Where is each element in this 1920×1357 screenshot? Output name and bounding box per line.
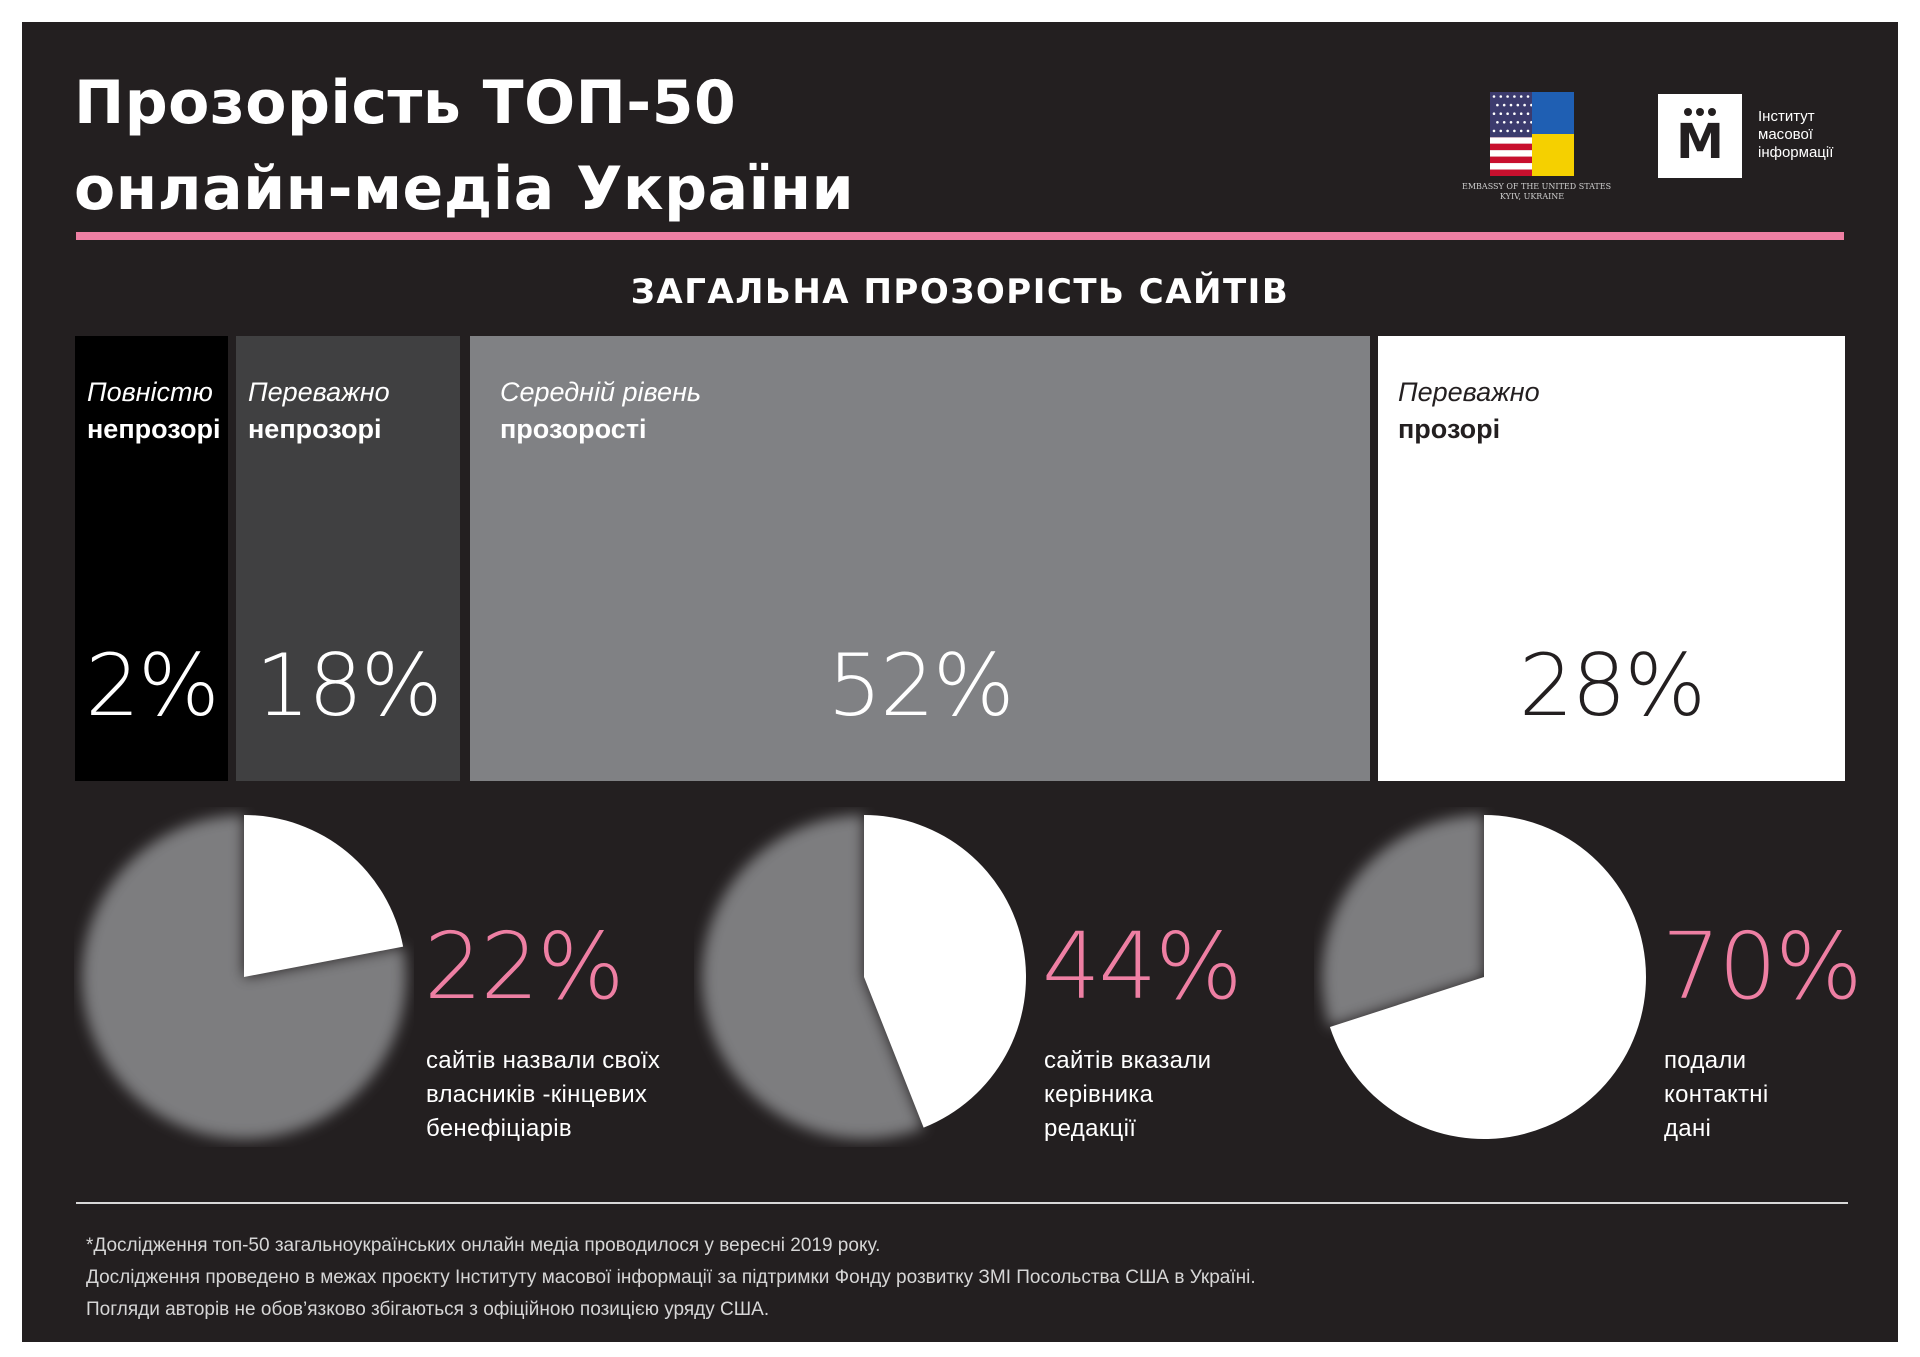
pie-caption-line: редакції xyxy=(1044,1115,1137,1142)
bar-label-line-2: прозорості xyxy=(500,414,647,444)
imi-dots-icon xyxy=(1684,108,1716,116)
bar-value: 18% xyxy=(255,636,442,736)
footnote-2: Дослідження проведено в межах проєкту Ін… xyxy=(86,1267,1256,1288)
pie-caption-line: бенефіціарів xyxy=(426,1115,572,1142)
pie-chart-owners xyxy=(81,815,407,1139)
bar-value: 2% xyxy=(85,636,219,736)
pie-caption-line: власників -кінцевих xyxy=(426,1081,648,1108)
poster: Прозорість ТОП-50 онлайн-медіа України E… xyxy=(22,22,1898,1342)
pie-slice-value xyxy=(1329,815,1646,1139)
bar-label: Переважно непрозорі xyxy=(248,374,390,448)
bar-fully-opaque: Повністю непрозорі 2% xyxy=(75,336,228,781)
footnotes: *Дослідження топ-50 загальноукраїнських … xyxy=(86,1230,1256,1326)
bar-mostly-opaque: Переважно непрозорі 18% xyxy=(236,336,460,781)
bar-label-line-1: Середній рівень xyxy=(500,377,702,407)
pie-caption-contacts: подали контактні дані xyxy=(1664,1044,1769,1146)
imi-name-line-2: масової xyxy=(1758,126,1813,143)
footnote-3: Погляди авторів не обов’язково збігаютьс… xyxy=(86,1299,770,1320)
embassy-logo: EMBASSY OF THE UNITED STATES KYIV, UKRAI… xyxy=(1462,92,1612,202)
bar-value: 52% xyxy=(827,636,1014,736)
pie-chart-editors xyxy=(702,815,1026,1139)
pie-caption-line: сайтів вказали xyxy=(1044,1047,1212,1074)
bar-label-line-1: Переважно xyxy=(1398,377,1540,407)
bar-label-line-2: непрозорі xyxy=(87,414,221,444)
imi-logo-box: М xyxy=(1658,94,1742,178)
pie-value-contacts: 70% xyxy=(1662,913,1862,1020)
pie-caption-line: керівника xyxy=(1044,1081,1154,1108)
pie-caption-line: дані xyxy=(1664,1115,1712,1142)
bar-mostly-transparent: Переважно прозорі 28% xyxy=(1378,336,1845,781)
pie-value-owners: 22% xyxy=(424,913,624,1020)
bar-label-line-2: непрозорі xyxy=(248,414,382,444)
bar-label: Переважно прозорі xyxy=(1398,374,1540,448)
pie-caption-line: контактні xyxy=(1664,1081,1769,1108)
bar-value: 28% xyxy=(1518,636,1706,736)
bar-label: Повністю непрозорі xyxy=(87,374,221,448)
us-ukraine-flag-icon xyxy=(1490,92,1574,176)
pie-caption-line: сайтів назвали своїх xyxy=(426,1047,661,1074)
title-line-2: онлайн-медіа України xyxy=(74,154,855,224)
pie-slice-value xyxy=(864,815,1026,1128)
footnote-1: *Дослідження топ-50 загальноукраїнських … xyxy=(86,1235,881,1256)
imi-name: Інститут масової інформації xyxy=(1758,108,1833,162)
bar-label: Середній рівень прозорості xyxy=(500,374,701,448)
bar-label-line-2: прозорі xyxy=(1398,414,1501,444)
pie-caption-line: подали xyxy=(1664,1047,1747,1074)
bar-label-line-1: Повністю xyxy=(87,377,213,407)
pie-slice-remainder xyxy=(702,815,924,1139)
imi-name-line-1: Інститут xyxy=(1758,108,1815,125)
imi-name-line-3: інформації xyxy=(1758,144,1834,161)
title-line-1: Прозорість ТОП-50 xyxy=(74,68,737,138)
footer-divider xyxy=(76,1202,1848,1204)
imi-mark: М xyxy=(1676,114,1724,170)
pie-caption-owners: сайтів назвали своїх власників -кінцевих… xyxy=(426,1044,660,1146)
pie-caption-editors: сайтів вказали керівника редакції xyxy=(1044,1044,1211,1146)
title-divider xyxy=(76,232,1844,240)
section-title: ЗАГАЛЬНА ПРОЗОРІСТЬ САЙТІВ xyxy=(630,272,1290,312)
pie-slice-remainder xyxy=(1322,815,1484,1028)
bar-medium-transparency: Середній рівень прозорості 52% xyxy=(470,336,1370,781)
embassy-line-1: EMBASSY OF THE UNITED STATES xyxy=(1462,182,1612,191)
bar-label-line-1: Переважно xyxy=(248,377,390,407)
pie-value-editors: 44% xyxy=(1042,913,1242,1020)
page-title: Прозорість ТОП-50 онлайн-медіа України xyxy=(74,60,854,232)
embassy-line-2: KYIV, UKRAINE xyxy=(1499,192,1565,201)
pie-slice-value xyxy=(244,815,404,977)
pie-chart-contacts xyxy=(1322,815,1646,1139)
